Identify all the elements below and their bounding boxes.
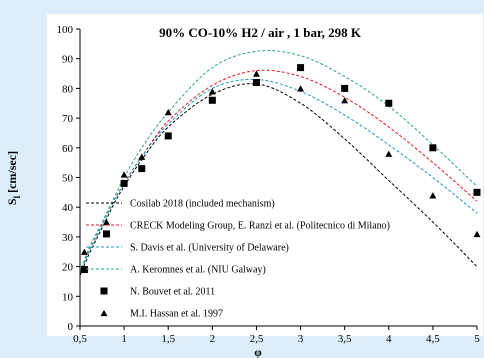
- data-point-triangle: [120, 171, 128, 178]
- legend-item: Cosilab 2018 (included mechanism): [86, 199, 275, 210]
- legend-label: S. Davis et al. (University of Delaware): [130, 243, 289, 254]
- y-tick-label: 70: [62, 113, 74, 125]
- x-tick-label: 2,5: [250, 333, 264, 345]
- series-line: [79, 50, 478, 273]
- y-tick-label: 90: [62, 54, 74, 66]
- x-tick-label: 1: [121, 333, 127, 345]
- data-point-triangle: [252, 70, 260, 77]
- y-tick-label: 40: [62, 202, 74, 214]
- y-tick-label: 80: [62, 83, 74, 95]
- series-cosilab-2018-included-mechanis: [79, 83, 478, 276]
- data-point-triangle: [429, 192, 437, 199]
- data-point-triangle: [164, 109, 172, 116]
- y-tick-label: 20: [62, 262, 74, 274]
- legend-label: Cosilab 2018 (included mechanism): [130, 199, 275, 210]
- x-tick-label: 1,5: [161, 333, 175, 345]
- data-point-triangle: [208, 88, 216, 95]
- data-point-triangle: [138, 153, 146, 160]
- y-tick-label: 10: [62, 291, 74, 303]
- y-tick-label: 0: [68, 321, 74, 333]
- data-point-square: [473, 188, 481, 196]
- data-point-square: [385, 99, 393, 107]
- data-point-triangle: [80, 248, 88, 255]
- legend-label: CRECK Modeling Group, E. Ranzi et al. (P…: [130, 221, 390, 232]
- series-creck-modeling-group-e-ranzi-e: [79, 69, 478, 273]
- y-axis-label-unit: [cm/sec]: [5, 151, 19, 196]
- x-tick-label: 0,5: [73, 333, 87, 345]
- y-axis-label-subscript: l: [12, 195, 22, 198]
- y-tick-label: 60: [62, 143, 74, 155]
- legend-square-marker: [100, 287, 108, 295]
- legend-item: N. Bouvet et al. 2011: [100, 287, 215, 298]
- data-point-square: [80, 266, 88, 274]
- data-point-triangle: [341, 97, 349, 104]
- y-tick-label: 50: [62, 173, 74, 185]
- legend-item: CRECK Modeling Group, E. Ranzi et al. (P…: [86, 221, 390, 232]
- data-point-square: [429, 144, 437, 152]
- data-point-square: [138, 165, 146, 173]
- x-tick-label: 4,5: [426, 333, 440, 345]
- chart-title: 90% CO-10% H2 / air , 1 bar, 298 K: [159, 25, 362, 40]
- data-point-square: [164, 132, 172, 140]
- data-point-square: [102, 230, 110, 238]
- data-point-square: [252, 78, 260, 86]
- legend-item: A. Keromnes et al. (NIU Galway): [86, 265, 266, 276]
- legend-item: M.I. Hassan et al. 1997: [100, 309, 223, 320]
- x-tick-label: 3,5: [338, 333, 352, 345]
- series-m-i-hassan-et-al-1997: [80, 70, 481, 255]
- x-tick-label: 4: [386, 333, 392, 345]
- x-axis-label: φ: [254, 345, 262, 358]
- data-point-square: [297, 64, 305, 72]
- series-a-keromnes-et-al-niu-galway: [79, 50, 478, 273]
- data-point-square: [120, 179, 128, 187]
- legend-item: S. Davis et al. (University of Delaware): [86, 243, 289, 254]
- series-line: [79, 83, 478, 276]
- data-point-triangle: [473, 230, 481, 238]
- legend-label: N. Bouvet et al. 2011: [130, 287, 215, 298]
- series-n-bouvet-et-al-2011: [80, 64, 481, 274]
- x-tick-label: 3: [298, 333, 304, 345]
- data-point-triangle: [385, 150, 393, 157]
- legend-triangle-marker: [100, 309, 108, 317]
- data-point-square: [341, 84, 349, 92]
- plot-panel: [47, 14, 483, 336]
- x-tick-label: 5: [474, 333, 480, 345]
- legend-label: M.I. Hassan et al. 1997: [130, 309, 223, 320]
- y-tick-label: 30: [62, 232, 74, 244]
- data-point-triangle: [102, 218, 110, 226]
- data-point-triangle: [297, 85, 305, 92]
- data-point-square: [208, 96, 216, 104]
- x-tick-label: 2: [210, 333, 216, 345]
- y-tick-label: 100: [57, 24, 74, 36]
- y-axis-label-symbol: S: [5, 198, 19, 205]
- y-axis-label: Sl [cm/sec]: [5, 151, 22, 205]
- series-line: [79, 69, 478, 273]
- legend-label: A. Keromnes et al. (NIU Galway): [130, 265, 266, 276]
